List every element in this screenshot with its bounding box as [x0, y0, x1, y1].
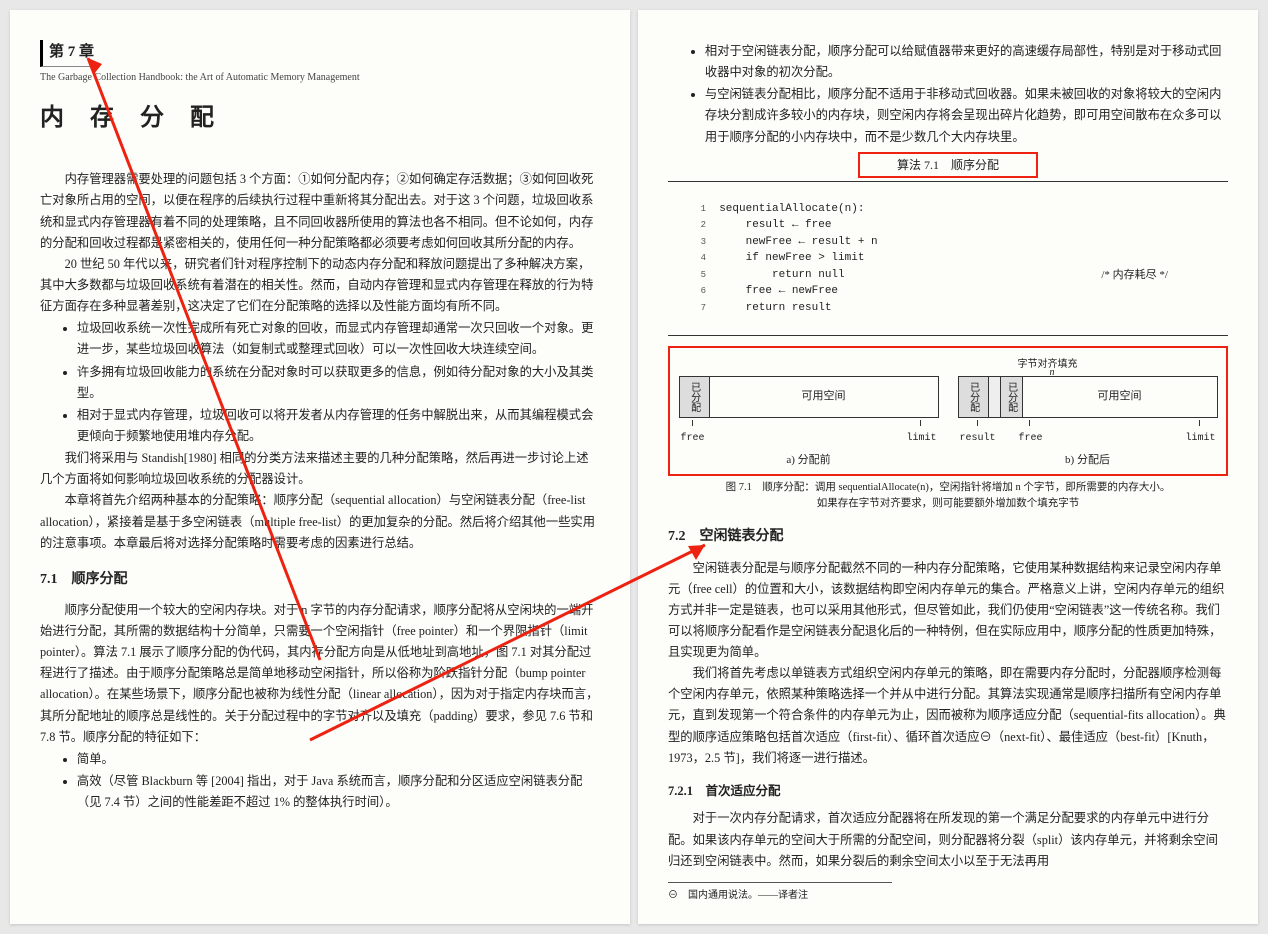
bullet-list: 简单。 高效（尽管 Blackburn 等 [2004] 指出，对于 Java … [40, 749, 600, 813]
para: 对于一次内存分配请求，首次适应分配器将在所发现的第一个满足分配要求的内存单元中进… [668, 808, 1228, 871]
pointer-limit: limit [906, 424, 936, 447]
para: 顺序分配使用一个较大的空闲内存块。对于 n 字节的内存分配请求，顺序分配将从空闲… [40, 600, 600, 748]
label-n: n [1050, 364, 1055, 381]
bullet-list: 垃圾回收系统一次性完成所有死亡对象的回收，而显式内存管理却通常一次只回收一个对象… [40, 318, 600, 447]
algorithm-title: 算法 7.1 顺序分配 [858, 152, 1038, 179]
rule [668, 335, 1228, 336]
chapter-number: 第 7 章 [40, 40, 100, 67]
cell-allocated-new: 已分配 [1001, 377, 1023, 417]
pointer-result: result [960, 424, 996, 447]
list-item: 与空闲链表分配相比，顺序分配不适用于非移动式回收器。如果未被回收的对象将较大的空… [705, 84, 1228, 147]
right-page: 相对于空闲链表分配，顺序分配可以给赋值器带来更好的高速缓存局部性，特别是对于移动… [638, 10, 1258, 924]
chapter-subtitle: The Garbage Collection Handbook: the Art… [40, 69, 600, 86]
section-heading-7-1: 7.1 顺序分配 [40, 568, 600, 592]
cell-allocated: 已分配 [680, 377, 710, 417]
cell-padding [989, 377, 1001, 417]
para: 本章将首先介绍两种基本的分配策略：顺序分配（sequential allocat… [40, 490, 600, 553]
pointer-free: free [1018, 424, 1042, 447]
pointer-limit: limit [1185, 424, 1215, 447]
cell-free: 可用空间 [1023, 377, 1217, 417]
subcaption-b: b) 分配后 [958, 451, 1218, 470]
diagram-before: 已分配 可用空间 free limit a) 分配前 [679, 376, 939, 470]
bullet-list: 相对于空闲链表分配，顺序分配可以给赋值器带来更好的高速缓存局部性，特别是对于移动… [668, 41, 1228, 148]
code-comment: /* 内存耗尽 */ [1101, 267, 1168, 284]
para: 空闲链表分配是与顺序分配截然不同的一种内存分配策略，它使用某种数据结构来记录空闲… [668, 558, 1228, 664]
section-heading-7-2: 7.2 空闲链表分配 [668, 525, 1228, 549]
footnote: ⊖ 国内通用说法。——译者注 [668, 882, 892, 904]
chapter-header: 第 7 章 The Garbage Collection Handbook: t… [40, 40, 600, 86]
left-page: 第 7 章 The Garbage Collection Handbook: t… [10, 10, 630, 924]
cell-free: 可用空间 [710, 377, 938, 417]
figure-caption: 图 7.1 顺序分配：调用 sequentialAllocate(n)，空闲指针… [668, 480, 1228, 512]
subcaption-a: a) 分配前 [679, 451, 939, 470]
list-item: 垃圾回收系统一次性完成所有死亡对象的回收，而显式内存管理却通常一次只回收一个对象… [77, 318, 600, 360]
diagram-after: 字节对齐填充 n 已分配 已分配 可用空间 result free limit … [958, 376, 1218, 470]
para: 我们将采用与 Standish[1980] 相同的分类方法来描述主要的几种分配策… [40, 448, 600, 490]
page-spread: 第 7 章 The Garbage Collection Handbook: t… [10, 10, 1258, 924]
cell-allocated: 已分配 [959, 377, 989, 417]
list-item: 简单。 [77, 749, 600, 770]
list-item: 相对于空闲链表分配，顺序分配可以给赋值器带来更好的高速缓存局部性，特别是对于移动… [705, 41, 1228, 83]
algorithm-title-wrap: 算法 7.1 顺序分配 [668, 152, 1228, 179]
chapter-title: 内 存 分 配 [40, 98, 600, 139]
para: 20 世纪 50 年代以来，研究者们针对程序控制下的动态内存分配和释放问题提出了… [40, 254, 600, 317]
para: 内存管理器需要处理的问题包括 3 个方面：①如何分配内存；②如何确定存活数据；③… [40, 169, 600, 254]
list-item: 高效（尽管 Blackburn 等 [2004] 指出，对于 Java 系统而言… [77, 771, 600, 813]
figure-7-1: 已分配 可用空间 free limit a) 分配前 字节对齐填充 n 已分配 [668, 346, 1228, 476]
list-item: 许多拥有垃圾回收能力的系统在分配对象时可以获取更多的信息，例如待分配对象的大小及… [77, 362, 600, 404]
list-item: 相对于显式内存管理，垃圾回收可以将开发者从内存管理的任务中解脱出来，从而其编程模… [77, 405, 600, 447]
subsection-heading-7-2-1: 7.2.1 首次适应分配 [668, 781, 1228, 803]
pointer-free: free [681, 424, 705, 447]
rule [668, 181, 1228, 182]
algorithm-code: 1 sequentialAllocate(n): 2 result ← free… [668, 184, 1228, 333]
label-padding: 字节对齐填充 [1018, 356, 1078, 373]
para: 我们将首先考虑以单链表方式组织空闲内存单元的策略，即在需要内存分配时，分配器顺序… [668, 663, 1228, 769]
